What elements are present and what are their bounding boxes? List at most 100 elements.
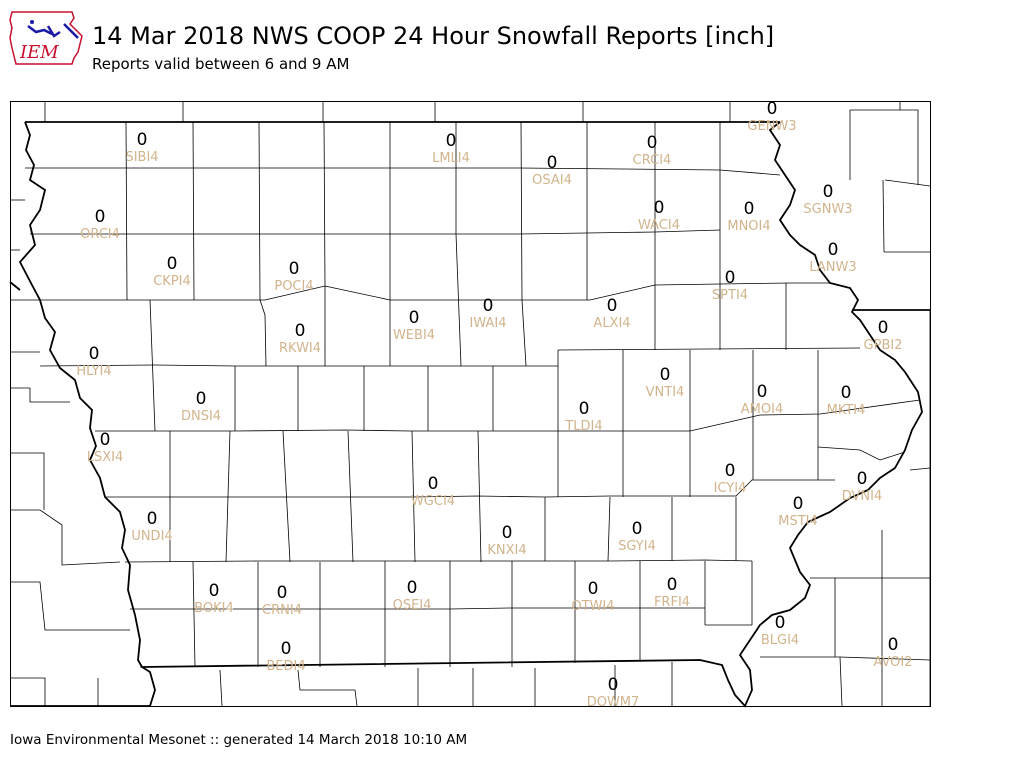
station-id-label: MKTI4 [827, 403, 866, 418]
station-id-label: GPBI2 [864, 338, 903, 353]
station-id-label: LSXI4 [87, 450, 124, 465]
station-id-label: OTWI4 [571, 599, 614, 614]
station-id-label: DNSI4 [181, 409, 221, 424]
logo-text: IEM [19, 42, 59, 63]
snowfall-value: 0 [295, 321, 306, 341]
station-id-label: DVNI4 [842, 489, 883, 504]
station-id-label: SGNW3 [803, 202, 852, 217]
snowfall-value: 0 [632, 519, 643, 539]
snowfall-value: 0 [409, 308, 420, 328]
snowfall-value: 0 [667, 575, 678, 595]
snowfall-value: 0 [446, 131, 457, 151]
snowfall-value: 0 [725, 461, 736, 481]
snowfall-value: 0 [89, 344, 100, 364]
station-id-label: LMLI4 [432, 151, 470, 166]
snowfall-value: 0 [147, 509, 158, 529]
snowfall-value: 0 [888, 635, 899, 655]
iem-logo: IEM [9, 11, 83, 65]
station-id-label: CKPI4 [153, 274, 191, 289]
snowfall-value: 0 [757, 382, 768, 402]
station-id-label: RKWI4 [279, 341, 321, 356]
snowfall-value: 0 [725, 268, 736, 288]
snowfall-value: 0 [588, 579, 599, 599]
snowfall-value: 0 [196, 389, 207, 409]
station-id-label: AVOI2 [873, 655, 912, 670]
state-border [9, 121, 930, 708]
station-id-label: ALXI4 [593, 316, 630, 331]
snowfall-value: 0 [660, 365, 671, 385]
snowfall-value: 0 [607, 296, 618, 316]
station-id-label: KNXI4 [487, 543, 526, 558]
station-id-label: CRCI4 [633, 153, 672, 168]
station-id-label: AMOI4 [741, 402, 783, 417]
snowfall-value: 0 [407, 578, 418, 598]
station-id-label: CRNI4 [262, 603, 302, 618]
station-id-label: DOWM7 [587, 695, 640, 710]
snowfall-value: 0 [547, 153, 558, 173]
station-id-label: BEDI4 [266, 659, 305, 674]
snowfall-value: 0 [841, 383, 852, 403]
station-id-label: ICYI4 [714, 481, 747, 496]
station-id-label: SPTI4 [712, 288, 748, 303]
map-frame [10, 101, 931, 707]
station-id-label: SIBI4 [125, 150, 158, 165]
snowfall-value: 0 [277, 583, 288, 603]
snowfall-value: 0 [793, 494, 804, 514]
snowfall-value: 0 [654, 198, 665, 218]
station-id-label: WEBI4 [393, 328, 435, 343]
snowfall-value: 0 [281, 639, 292, 659]
station-id-label: ORCI4 [80, 227, 120, 242]
snowfall-value: 0 [857, 469, 868, 489]
snowfall-value: 0 [878, 318, 889, 338]
footer-credit: Iowa Environmental Mesonet :: generated … [10, 732, 468, 748]
station-id-label: WGCI4 [411, 494, 455, 509]
snowfall-value: 0 [823, 182, 834, 202]
snowfall-value: 0 [767, 99, 778, 119]
station-id-label: HLYI4 [76, 364, 111, 379]
snowfall-value: 0 [289, 259, 300, 279]
snowfall-value: 0 [95, 207, 106, 227]
station-id-label: SGYI4 [618, 539, 656, 554]
station-id-label: VNTI4 [646, 385, 685, 400]
snowfall-value: 0 [167, 254, 178, 274]
station-id-label: UNDI4 [131, 529, 172, 544]
map-subtitle: Reports valid between 6 and 9 AM [92, 55, 350, 73]
snowfall-value: 0 [744, 199, 755, 219]
station-id-label: TLDI4 [564, 419, 602, 434]
snowfall-value: 0 [775, 613, 786, 633]
station-id-label: MNOI4 [727, 219, 770, 234]
snowfall-value: 0 [209, 581, 220, 601]
snowfall-value: 0 [428, 474, 439, 494]
